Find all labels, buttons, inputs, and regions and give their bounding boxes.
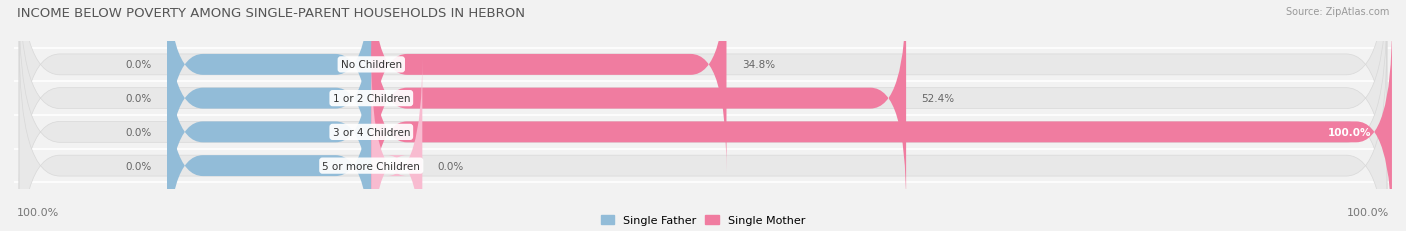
Text: 0.0%: 0.0% — [125, 161, 152, 171]
FancyBboxPatch shape — [371, 0, 727, 172]
Legend: Single Father, Single Mother: Single Father, Single Mother — [600, 215, 806, 225]
Text: 100.0%: 100.0% — [1347, 207, 1389, 217]
Text: No Children: No Children — [340, 60, 402, 70]
Text: 0.0%: 0.0% — [125, 60, 152, 70]
Text: 100.0%: 100.0% — [1329, 127, 1371, 137]
FancyBboxPatch shape — [371, 25, 1392, 231]
Text: 34.8%: 34.8% — [742, 60, 775, 70]
Text: 52.4%: 52.4% — [921, 94, 955, 104]
FancyBboxPatch shape — [20, 0, 1386, 189]
FancyBboxPatch shape — [167, 25, 371, 231]
Text: 0.0%: 0.0% — [125, 94, 152, 104]
FancyBboxPatch shape — [371, 59, 422, 231]
Text: 0.0%: 0.0% — [125, 127, 152, 137]
Text: 100.0%: 100.0% — [17, 207, 59, 217]
Text: 5 or more Children: 5 or more Children — [322, 161, 420, 171]
FancyBboxPatch shape — [20, 42, 1386, 231]
FancyBboxPatch shape — [20, 8, 1386, 231]
FancyBboxPatch shape — [20, 0, 1386, 223]
FancyBboxPatch shape — [371, 0, 905, 206]
Text: INCOME BELOW POVERTY AMONG SINGLE-PARENT HOUSEHOLDS IN HEBRON: INCOME BELOW POVERTY AMONG SINGLE-PARENT… — [17, 7, 524, 20]
Text: 1 or 2 Children: 1 or 2 Children — [333, 94, 411, 104]
Text: Source: ZipAtlas.com: Source: ZipAtlas.com — [1285, 7, 1389, 17]
Text: 3 or 4 Children: 3 or 4 Children — [333, 127, 411, 137]
FancyBboxPatch shape — [167, 0, 371, 172]
FancyBboxPatch shape — [167, 0, 371, 206]
FancyBboxPatch shape — [167, 59, 371, 231]
Text: 0.0%: 0.0% — [437, 161, 464, 171]
